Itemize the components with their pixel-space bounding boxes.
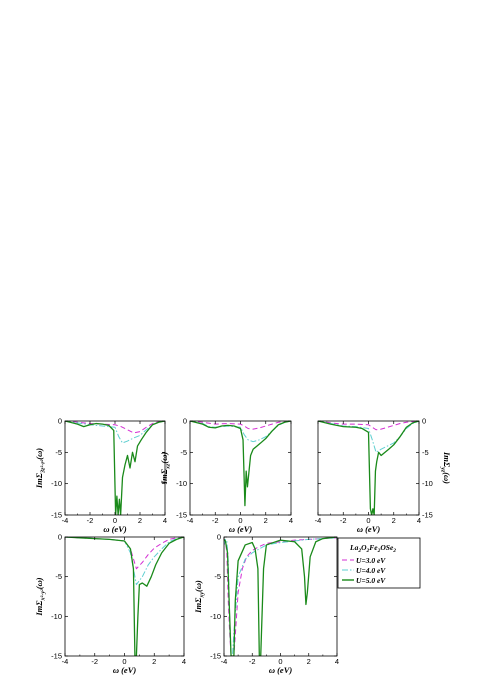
chart-panel-4: -4 -2 0 2 4-15-10-50ω (eV)ImΣx²-y²(ω)	[34, 533, 186, 676]
series-line-u5	[224, 537, 337, 656]
x-tick-label: 4	[182, 657, 186, 666]
x-tick-label: 0	[278, 657, 282, 666]
series-line-u3	[190, 421, 291, 430]
x-axis-label: ω (eV)	[269, 665, 293, 675]
legend-entry-u5: U=5.0 eV	[356, 576, 386, 585]
x-tick-label: 0	[122, 657, 126, 666]
y-tick-label: -15	[176, 511, 187, 520]
x-tick-label: 0	[113, 516, 117, 525]
x-tick-label: -2	[91, 657, 98, 666]
y-axis-label: ImΣyz(ω)	[440, 451, 453, 484]
plot-frame	[64, 536, 185, 657]
chart-panel-1: -4 -2 0 2 4-15-10-50ω (eV)ImΣ3z²-r²(ω)	[34, 417, 167, 535]
x-tick-label: 2	[307, 657, 311, 666]
y-tick-label: -10	[51, 479, 62, 488]
y-tick-label: 0	[422, 417, 426, 426]
y-axis-label: ImΣxy(ω)	[193, 580, 206, 614]
y-tick-label: -15	[422, 511, 433, 520]
x-tick-label: -4	[187, 516, 194, 525]
series-line-u4	[65, 537, 184, 586]
x-tick-label: 0	[238, 516, 242, 525]
x-tick-label: -4	[62, 516, 69, 525]
y-tick-label: -15	[51, 511, 62, 520]
x-tick-label: -2	[212, 516, 219, 525]
x-tick-label: 2	[152, 657, 156, 666]
y-axis-label: ImΣ3z²-r²(ω)	[34, 448, 47, 489]
legend-title: La2O2Fe2OSe2	[349, 543, 396, 554]
y-tick-label: -5	[214, 572, 221, 581]
x-tick-label: 2	[138, 516, 142, 525]
x-axis-label: ω (eV)	[357, 524, 381, 534]
series-line-u3	[318, 421, 419, 431]
y-tick-label: 0	[58, 533, 62, 542]
legend-entry-u4: U=4.0 eV	[356, 566, 386, 575]
series-line-u5	[65, 421, 165, 515]
y-tick-label: -5	[422, 448, 429, 457]
x-tick-label: -4	[62, 657, 69, 666]
y-tick-label: -10	[176, 479, 187, 488]
x-tick-label: 4	[417, 516, 421, 525]
series-line-u3	[224, 537, 337, 656]
series-line-u4	[190, 421, 291, 443]
x-tick-label: 4	[163, 516, 167, 525]
y-tick-label: -5	[55, 572, 62, 581]
x-tick-label: -4	[315, 516, 322, 525]
series-line-u5	[318, 421, 419, 515]
y-axis-label: ImΣx²-y²(ω)	[34, 577, 47, 616]
x-tick-label: -2	[340, 516, 347, 525]
x-tick-label: -2	[249, 657, 256, 666]
y-tick-label: 0	[183, 417, 187, 426]
x-tick-label: 4	[289, 516, 293, 525]
chart-panel-5: -4 -2 0 2 4-15-10-50ω (eV)ImΣxy(ω)	[193, 533, 339, 676]
x-tick-label: -2	[87, 516, 94, 525]
y-tick-label: 0	[58, 417, 62, 426]
chart-panel-3: -4 -2 0 2 4-15-10-50ω (eV)ImΣyz(ω)	[315, 417, 452, 535]
x-tick-label: 2	[264, 516, 268, 525]
y-tick-label: -5	[180, 448, 187, 457]
x-axis-label: ω (eV)	[103, 524, 127, 534]
y-tick-label: -10	[422, 479, 433, 488]
chart-panels: -4 -2 0 2 4-15-10-50ω (eV)ImΣ3z²-r²(ω)-4 -2 0 2…	[34, 417, 452, 676]
x-tick-label: -4	[221, 657, 228, 666]
legend: La2O2Fe2OSe2 U=3.0 eV U=4.0 eV U=5.0 eV	[337, 537, 421, 589]
y-tick-label: -15	[210, 652, 221, 661]
y-tick-label: -15	[51, 652, 62, 661]
x-tick-label: 2	[392, 516, 396, 525]
x-axis-label: ω (eV)	[229, 524, 253, 534]
x-tick-label: 0	[366, 516, 370, 525]
x-axis-label: ω (eV)	[113, 665, 137, 675]
y-tick-label: 0	[217, 533, 221, 542]
y-tick-label: -10	[51, 612, 62, 621]
y-tick-label: -10	[210, 612, 221, 621]
legend-entry-u3: U=3.0 eV	[356, 556, 386, 565]
y-tick-label: -5	[55, 448, 62, 457]
series-line-u5	[65, 537, 184, 656]
series-line-u5	[190, 421, 291, 507]
chart-panel-2: -4 -2 0 2 4-15-10-50ω (eV)ImΣxz(ω)	[159, 417, 293, 535]
y-axis-label: ImΣxz(ω)	[159, 452, 172, 486]
plot-frame	[189, 420, 292, 516]
x-tick-label: 4	[335, 657, 339, 666]
